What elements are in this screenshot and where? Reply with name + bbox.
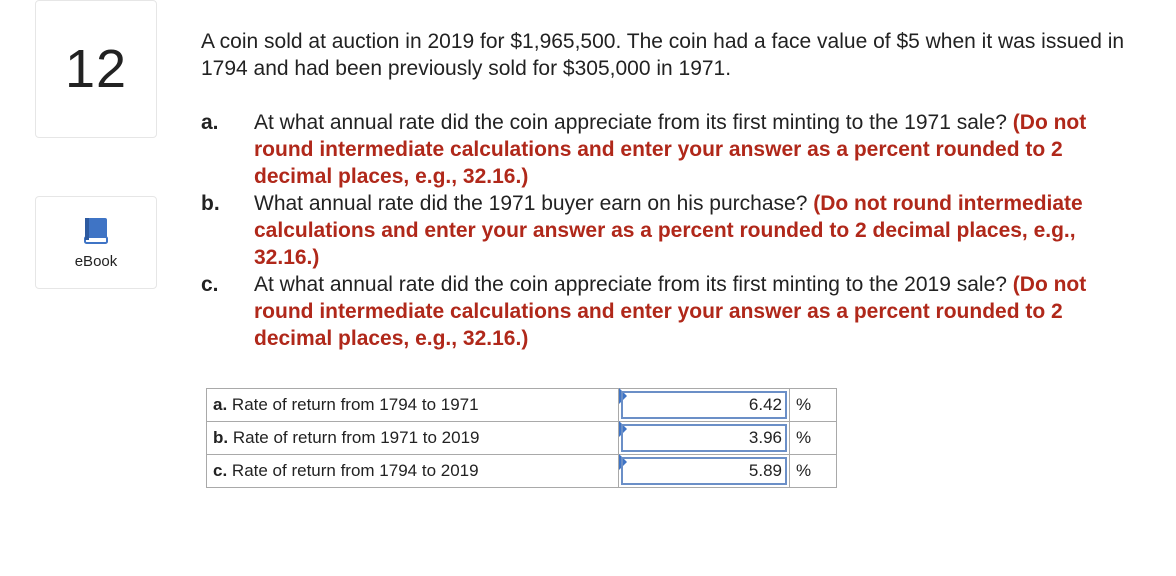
- unit-label: %: [789, 421, 837, 455]
- table-row: b. Rate of return from 1971 to 2019 3.96…: [206, 421, 837, 455]
- part-a: a. At what annual rate did the coin appr…: [201, 109, 1136, 190]
- part-text: At what annual rate did the coin appreci…: [254, 109, 1136, 190]
- answer-label: a. Rate of return from 1794 to 1971: [206, 388, 619, 422]
- part-text: What annual rate did the 1971 buyer earn…: [254, 190, 1136, 271]
- part-letter: c.: [201, 273, 219, 296]
- answer-label: c. Rate of return from 1794 to 2019: [206, 454, 619, 488]
- part-question: At what annual rate did the coin appreci…: [254, 111, 1007, 134]
- question-prompt-area: A coin sold at auction in 2019 for $1,96…: [201, 28, 1136, 82]
- table-row: c. Rate of return from 1794 to 2019 5.89…: [206, 454, 837, 488]
- answer-input-c[interactable]: 5.89: [621, 457, 787, 485]
- question-number: 12: [64, 39, 128, 99]
- table-row: a. Rate of return from 1794 to 1971 6.42…: [206, 388, 837, 422]
- ebook-button[interactable]: eBook: [35, 196, 157, 289]
- part-text: At what annual rate did the coin appreci…: [254, 271, 1136, 352]
- part-b: b. What annual rate did the 1971 buyer e…: [201, 190, 1136, 271]
- book-icon: [84, 218, 108, 244]
- flag-icon: [619, 421, 627, 437]
- part-question: What annual rate did the 1971 buyer earn…: [254, 192, 808, 215]
- part-letter: b.: [201, 192, 220, 215]
- answer-cell: 5.89: [618, 454, 790, 488]
- part-c: c. At what annual rate did the coin appr…: [201, 271, 1136, 352]
- question-prompt: A coin sold at auction in 2019 for $1,96…: [201, 30, 1125, 80]
- part-instruction: (Do not round intermediate calculations …: [254, 273, 1087, 350]
- question-number-card: 12: [35, 0, 157, 138]
- ebook-label: eBook: [74, 253, 118, 270]
- part-instruction: (Do not round intermediate calculations …: [254, 192, 1083, 269]
- flag-icon: [619, 454, 627, 470]
- answer-label: b. Rate of return from 1971 to 2019: [206, 421, 619, 455]
- unit-label: %: [789, 454, 837, 488]
- answer-table: a. Rate of return from 1794 to 1971 6.42…: [206, 388, 837, 488]
- answer-cell: 6.42: [618, 388, 790, 422]
- part-instruction: (Do not round intermediate calculations …: [254, 111, 1087, 188]
- part-letter: a.: [201, 111, 219, 134]
- question-parts: a. At what annual rate did the coin appr…: [201, 109, 1136, 352]
- part-question: At what annual rate did the coin appreci…: [254, 273, 1007, 296]
- answer-cell: 3.96: [618, 421, 790, 455]
- answer-input-a[interactable]: 6.42: [621, 391, 787, 419]
- flag-icon: [619, 388, 627, 404]
- answer-input-b[interactable]: 3.96: [621, 424, 787, 452]
- unit-label: %: [789, 388, 837, 422]
